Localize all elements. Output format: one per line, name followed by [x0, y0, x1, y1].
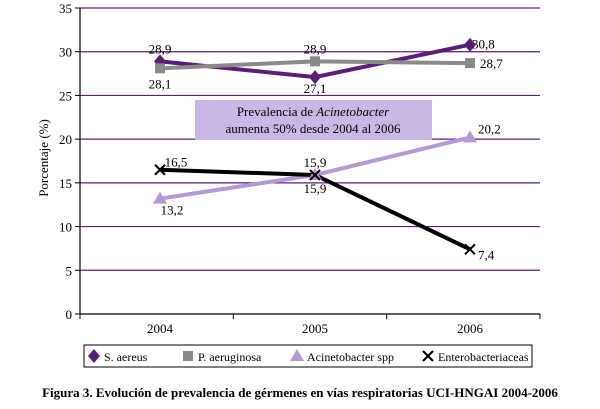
annotation-background [195, 100, 432, 140]
y-tick-label: 30 [59, 45, 72, 60]
marker-triangle [153, 191, 167, 204]
marker-square [155, 63, 165, 74]
x-tick-labels: 2004 2005 2006 [147, 321, 484, 336]
annotation-line-2: aumenta 50% desde 2004 al 2006 [225, 121, 401, 136]
marker-diamond [88, 349, 100, 363]
data-label: 28,9 [149, 41, 172, 56]
y-tick-label: 5 [66, 263, 73, 278]
data-label: 28,9 [304, 41, 327, 56]
y-tick-label: 25 [59, 88, 72, 103]
data-label: 28,1 [149, 76, 172, 91]
marker-diamond [464, 37, 476, 52]
marker-x [422, 350, 434, 362]
marker-square [310, 56, 320, 67]
data-label: 15,9 [304, 155, 327, 170]
legend: S. aereus P. aeruginosa Acinetobacter spp E… [83, 344, 533, 368]
chart-canvas: 0 5 10 15 20 25 30 35 2004 2005 2006 Porcentaje (… [36, 1, 541, 368]
marker-x-stroke [154, 164, 166, 176]
legend-label: P. aeruginosa [198, 350, 262, 364]
x-tick-label: 2004 [147, 321, 174, 336]
data-label: 13,2 [161, 203, 184, 218]
marker-x-stroke [422, 350, 434, 362]
y-tick-label: 15 [59, 176, 72, 191]
x-tick-label: 2006 [457, 321, 484, 336]
data-label: 7,4 [478, 247, 495, 262]
y-tick-label: 10 [59, 220, 72, 235]
data-label: 20,2 [478, 121, 501, 136]
data-label: 30,8 [472, 37, 495, 52]
marker-square [465, 58, 475, 69]
marker-diamond [309, 70, 321, 85]
legend-label: S. aereus [104, 350, 148, 364]
y-tick-label: 20 [59, 132, 72, 147]
legend-label: Enterobacteriaceas [438, 350, 529, 364]
figure-caption: Figura 3. Evolución de prevalencia de gé… [42, 385, 558, 400]
marker-x [154, 164, 166, 176]
legend-frame [83, 344, 533, 368]
data-label: 16,5 [165, 155, 188, 170]
marker-x-stroke [464, 243, 476, 256]
series-markers [153, 37, 477, 256]
annotation-line-1: Prevalencia de Acinetobacter [237, 104, 390, 119]
y-tick-labels: 0 5 10 15 20 25 30 35 [59, 1, 72, 322]
annotation-box: Prevalencia de Acinetobacter aumenta 50%… [195, 100, 432, 140]
y-axis-label: Porcentaje (%) [36, 119, 51, 197]
data-labels: 28,9 27,1 30,8 28,1 28,9 28,7 13,2 15,9 20,2 16,5… [149, 37, 504, 263]
marker-x [464, 243, 476, 256]
y-tick-label: 35 [59, 1, 72, 16]
marker-square [183, 351, 193, 361]
marker-x [309, 169, 321, 181]
x-tick-label: 2005 [302, 321, 328, 336]
data-label: 28,7 [480, 56, 503, 71]
y-tick-label: 0 [66, 307, 73, 322]
marker-triangle [463, 130, 477, 143]
data-label: 15,9 [304, 181, 327, 196]
data-label: 27,1 [304, 81, 327, 96]
legend-label: Acinetobacter spp [307, 350, 394, 364]
marker-triangle [290, 349, 304, 361]
marker-x-stroke [309, 169, 321, 181]
